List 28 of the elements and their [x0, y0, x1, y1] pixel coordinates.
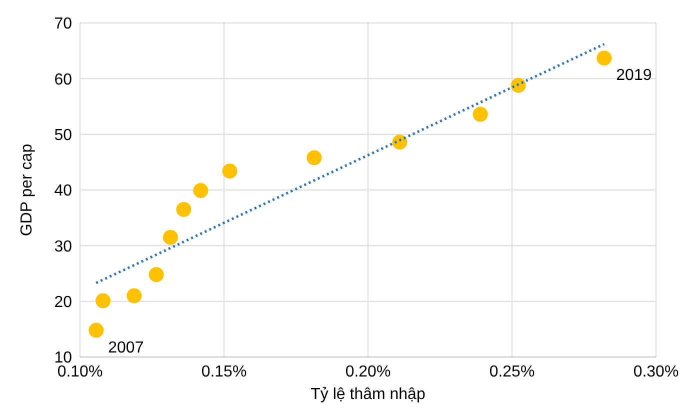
- point: [176, 202, 192, 217]
- point: [126, 288, 142, 304]
- x-tick-label: 0.25%: [489, 363, 535, 380]
- point: [162, 230, 178, 245]
- point: [96, 293, 111, 308]
- x-tick-label: 0.20%: [345, 363, 391, 380]
- point: [306, 150, 322, 166]
- annotation: 2019: [616, 67, 652, 84]
- y-axis-title: GDP per cap: [18, 144, 36, 236]
- x-tick-label: 0.15%: [201, 363, 247, 380]
- y-tick-label: 60: [54, 71, 72, 88]
- x-axis-title: Tỷ lệ thâm nhập: [310, 386, 426, 403]
- y-tick-label: 50: [54, 127, 72, 144]
- y-tick-label: 40: [54, 182, 72, 200]
- point: [472, 106, 488, 122]
- point: [88, 322, 104, 338]
- annotation: 2007: [108, 339, 144, 356]
- point: [596, 50, 612, 66]
- x-tick-label: 0.10%: [57, 363, 103, 380]
- point: [148, 267, 164, 282]
- y-tick-label: 20: [54, 294, 72, 312]
- x-tick-label: 0.30%: [633, 363, 679, 380]
- y-tick-label: 30: [54, 238, 72, 256]
- point: [193, 183, 208, 198]
- y-tick-label: 70: [54, 16, 72, 33]
- point: [392, 134, 408, 150]
- point: [222, 164, 238, 179]
- point: [510, 78, 526, 93]
